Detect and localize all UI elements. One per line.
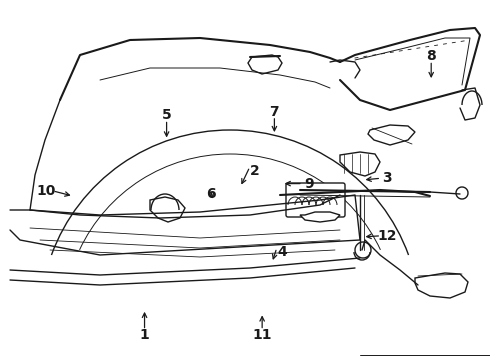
- Polygon shape: [340, 152, 380, 176]
- FancyBboxPatch shape: [286, 183, 345, 217]
- Text: 6: 6: [206, 188, 216, 201]
- Text: 3: 3: [382, 171, 392, 185]
- Text: 5: 5: [162, 108, 172, 122]
- Text: 11: 11: [252, 328, 272, 342]
- Text: 4: 4: [277, 245, 287, 259]
- Text: 7: 7: [270, 105, 279, 118]
- Polygon shape: [150, 197, 185, 222]
- Text: 2: 2: [250, 164, 260, 178]
- Text: 1: 1: [140, 328, 149, 342]
- Text: 8: 8: [426, 49, 436, 63]
- Text: 9: 9: [304, 177, 314, 190]
- Polygon shape: [368, 125, 415, 145]
- Text: 12: 12: [377, 229, 397, 243]
- Polygon shape: [415, 273, 468, 298]
- Polygon shape: [300, 212, 340, 222]
- Polygon shape: [248, 55, 282, 74]
- Text: 10: 10: [37, 184, 56, 198]
